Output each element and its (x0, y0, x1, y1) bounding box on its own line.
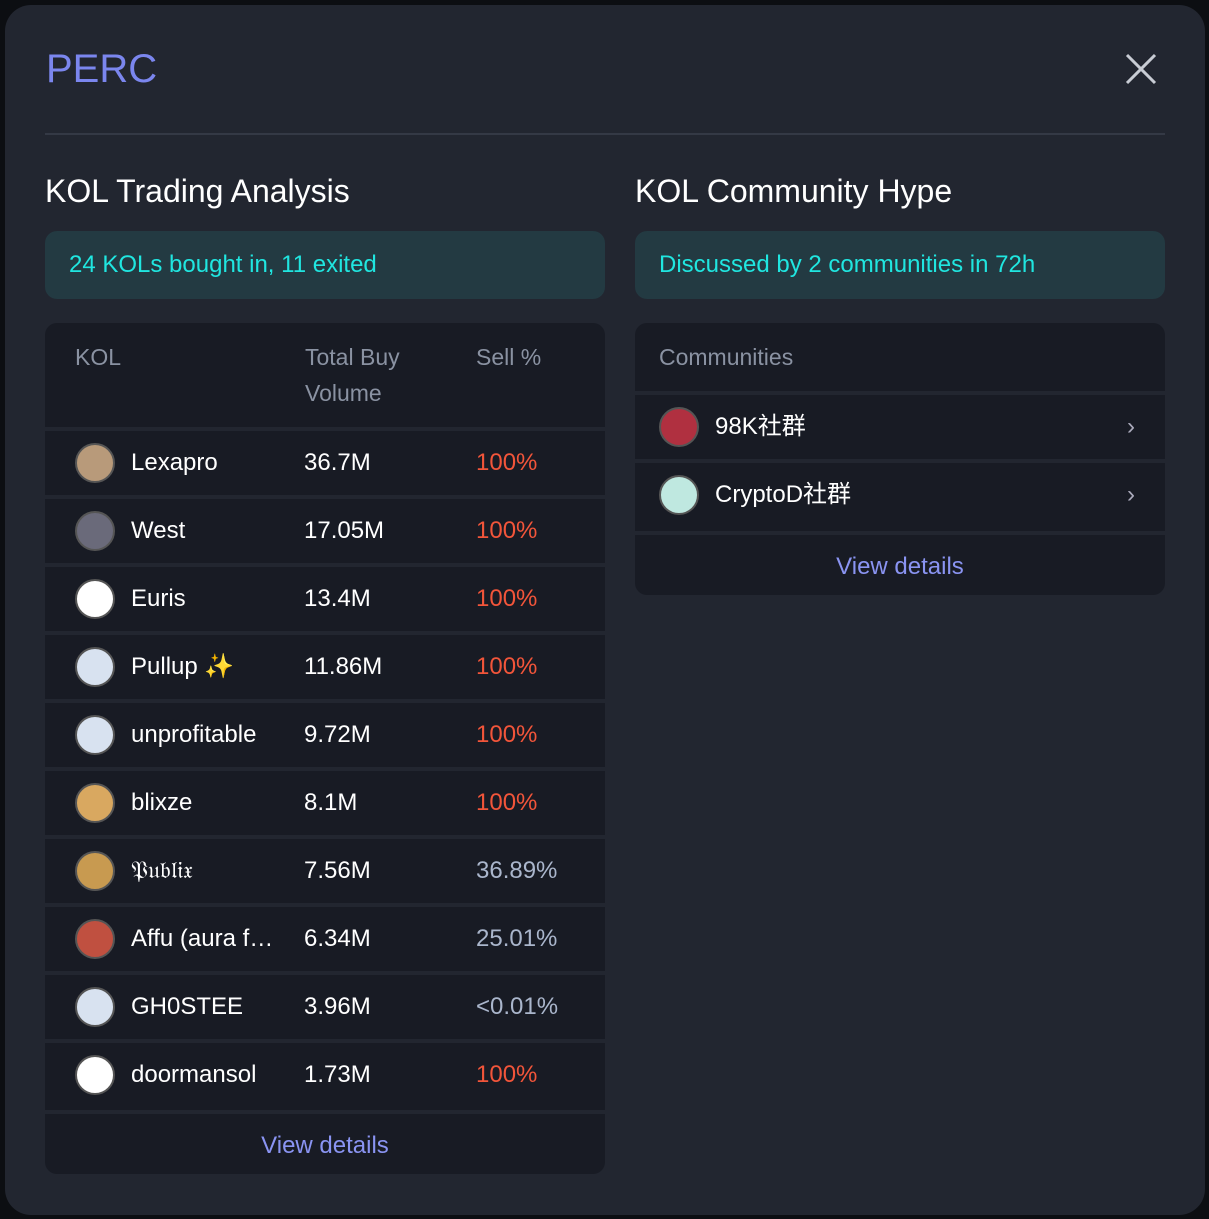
kol-name: GH0STEE (131, 993, 244, 1020)
kol-name: Affu (aura f… (131, 925, 274, 952)
community-name: 98K社群 (715, 413, 806, 440)
kol-row[interactable]: Lexapro 36.7M 100% (45, 427, 605, 495)
kol-volume: 13.4M (304, 585, 371, 612)
kol-name: doormansol (131, 1061, 257, 1088)
kol-avatar (75, 783, 115, 823)
kol-name: 𝔓𝔲𝔟𝔩𝔦𝔵 (131, 857, 193, 884)
kol-name: blixze (131, 789, 193, 816)
kol-row[interactable]: West 17.05M 100% (45, 495, 605, 563)
kol-sell-percent: 100% (476, 517, 538, 544)
chevron-right-icon: › (1127, 481, 1135, 508)
community-name: CryptoD社群 (715, 481, 852, 508)
community-summary: Discussed by 2 communities in 72h (635, 231, 1165, 299)
kol-row[interactable]: Affu (aura f… 6.34M 25.01% (45, 903, 605, 971)
col-sell: Sell % (476, 344, 542, 370)
close-icon[interactable] (1121, 49, 1161, 89)
kol-table: KOL Total Buy Volume Sell % View details… (45, 323, 605, 1174)
col-kol: KOL (75, 344, 122, 370)
kol-volume: 11.86M (304, 653, 383, 680)
kol-row[interactable]: Euris 13.4M 100% (45, 563, 605, 631)
chevron-right-icon: › (1127, 413, 1135, 440)
kol-volume: 9.72M (304, 721, 371, 748)
modal-title: PERC (46, 47, 158, 91)
kol-volume: 6.34M (304, 925, 371, 952)
community-avatar (659, 475, 699, 515)
kol-volume: 17.05M (304, 517, 385, 544)
kol-avatar (75, 579, 115, 619)
kol-row[interactable]: 𝔓𝔲𝔟𝔩𝔦𝔵 7.56M 36.89% (45, 835, 605, 903)
kol-sell-percent: <0.01% (476, 993, 559, 1020)
community-row[interactable]: CryptoD社群 › (635, 459, 1165, 527)
kol-avatar (75, 715, 115, 755)
kol-row[interactable]: unprofitable 9.72M 100% (45, 699, 605, 767)
kol-volume: 7.56M (304, 857, 371, 884)
kol-sell-percent: 100% (476, 449, 538, 476)
divider (45, 133, 1165, 135)
kol-volume: 36.7M (304, 449, 371, 476)
kol-name: Euris (131, 585, 186, 612)
community-row[interactable]: 98K社群 › (635, 391, 1165, 459)
kol-sell-percent: 100% (476, 585, 538, 612)
kol-sell-percent: 100% (476, 653, 538, 680)
community-hype-heading: KOL Community Hype (635, 173, 953, 209)
kol-avatar (75, 1055, 115, 1095)
kol-name: Pullup ✨ (131, 653, 235, 680)
kol-row[interactable]: GH0STEE 3.96M <0.01% (45, 971, 605, 1039)
kol-avatar (75, 647, 115, 687)
kol-avatar (75, 987, 115, 1027)
col-communities: Communities (659, 344, 794, 370)
kol-name: West (131, 517, 186, 544)
kol-row[interactable]: doormansol 1.73M 100% (45, 1039, 605, 1107)
kol-sell-percent: 100% (476, 789, 538, 816)
kol-name: unprofitable (131, 721, 257, 748)
kol-sell-percent: 25.01% (476, 925, 558, 952)
token-modal: PERC KOL Trading Analysis 24 KOLs bought… (5, 5, 1205, 1215)
kol-avatar (75, 511, 115, 551)
kol-name: Lexapro (131, 449, 218, 476)
col-volume: Total Buy Volume (305, 344, 400, 406)
kol-sell-percent: 100% (476, 721, 538, 748)
kol-row[interactable]: blixze 8.1M 100% (45, 767, 605, 835)
kol-volume: 1.73M (304, 1061, 371, 1088)
kol-volume: 8.1M (304, 789, 358, 816)
kol-avatar (75, 919, 115, 959)
kol-view-details-link[interactable]: View details (45, 1110, 605, 1174)
kol-summary: 24 KOLs bought in, 11 exited (45, 231, 605, 299)
kol-sell-percent: 100% (476, 1061, 538, 1088)
kol-avatar (75, 443, 115, 483)
community-table: Communities View details 98K社群 › CryptoD… (635, 323, 1165, 595)
kol-trading-heading: KOL Trading Analysis (45, 173, 350, 209)
community-avatar (659, 407, 699, 447)
kol-avatar (75, 851, 115, 891)
kol-row[interactable]: Pullup ✨ 11.86M 100% (45, 631, 605, 699)
kol-volume: 3.96M (304, 993, 371, 1020)
kol-sell-percent: 36.89% (476, 857, 558, 884)
community-view-details-link[interactable]: View details (635, 531, 1165, 595)
